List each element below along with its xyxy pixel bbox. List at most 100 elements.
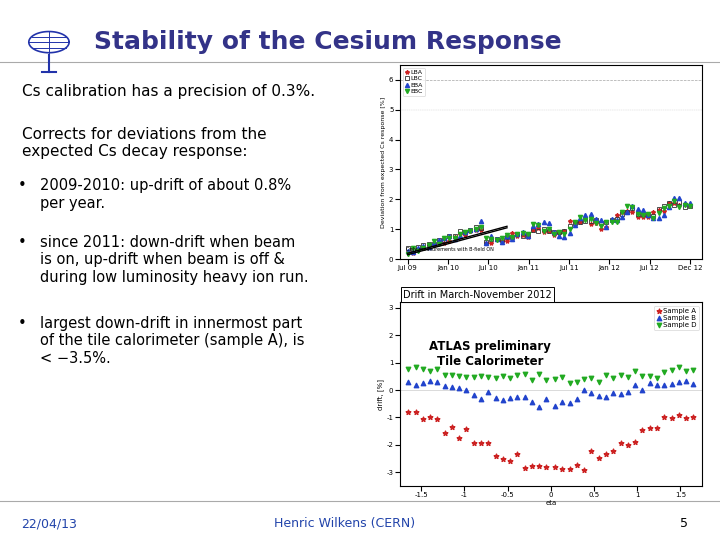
Sample D xyxy=(446,371,458,380)
Text: Stability of the Cesium Response: Stability of the Cesium Response xyxy=(94,30,561,53)
Sample A xyxy=(526,461,538,470)
Sample D xyxy=(534,369,545,378)
Text: Henric Wilkens (CERN): Henric Wilkens (CERN) xyxy=(274,517,415,530)
Sample B xyxy=(454,384,465,393)
Sample A xyxy=(629,438,641,447)
Sample D xyxy=(608,373,619,382)
LBC xyxy=(477,225,485,231)
EBA xyxy=(477,218,485,224)
Sample D xyxy=(454,372,465,381)
Sample B xyxy=(512,393,523,402)
Sample A xyxy=(461,425,472,434)
Sample D xyxy=(593,378,605,387)
Sample B xyxy=(431,377,443,386)
Sample B xyxy=(468,391,480,400)
Sample D xyxy=(519,370,531,379)
Sample A xyxy=(439,428,451,437)
EBA xyxy=(408,248,417,255)
Sample B xyxy=(417,379,428,387)
Sample D xyxy=(586,374,598,382)
Sample D xyxy=(680,367,692,376)
LBA xyxy=(461,231,469,238)
Sample B xyxy=(666,379,678,388)
EBA xyxy=(440,234,449,241)
Sample B xyxy=(688,380,699,388)
Sample D xyxy=(666,366,678,374)
LBC xyxy=(461,229,469,235)
Text: Drift in March-November 2012: Drift in March-November 2012 xyxy=(403,289,552,300)
Sample A xyxy=(571,461,582,469)
Sample D xyxy=(644,372,655,380)
Sample A xyxy=(482,438,494,447)
Text: largest down-drift in innermost part
of the tile calorimeter (sample A), is
< −3: largest down-drift in innermost part of … xyxy=(40,316,304,366)
Sample A xyxy=(651,424,662,433)
Sample B xyxy=(446,383,458,391)
Sample A xyxy=(541,463,552,472)
Sample A xyxy=(557,464,568,473)
Sample D xyxy=(622,372,634,381)
Sample D xyxy=(636,372,648,381)
Y-axis label: Deviation from expected Cs response [%]: Deviation from expected Cs response [%] xyxy=(381,96,386,228)
Line: EBC: EBC xyxy=(405,199,692,256)
LBC xyxy=(685,202,694,209)
Sample B xyxy=(629,381,641,389)
Sample B xyxy=(461,386,472,394)
Sample B xyxy=(541,394,552,403)
LBC xyxy=(408,246,417,253)
Sample A xyxy=(549,463,561,471)
EBA xyxy=(675,194,684,201)
Sample D xyxy=(490,374,501,382)
Sample B xyxy=(439,382,451,390)
Text: 2009-2010: up-drift of about 0.8%
per year.: 2009-2010: up-drift of about 0.8% per ye… xyxy=(40,178,291,211)
X-axis label: eta: eta xyxy=(545,500,557,505)
Text: 5: 5 xyxy=(680,517,688,530)
Sample D xyxy=(578,374,590,383)
Legend: LBA, LBC, EBA, EBC: LBA, LBC, EBA, EBC xyxy=(402,68,425,96)
Line: LBC: LBC xyxy=(406,200,692,252)
EBA xyxy=(660,212,668,219)
Sample A xyxy=(534,462,545,471)
Text: Cs calibration has a precision of 0.3%.: Cs calibration has a precision of 0.3%. xyxy=(22,84,315,99)
Sample B xyxy=(424,377,436,386)
Sample D xyxy=(504,374,516,383)
Sample D xyxy=(417,364,428,373)
EBC xyxy=(435,240,444,247)
Sample D xyxy=(541,375,552,384)
Sample D xyxy=(402,365,414,374)
EBC xyxy=(508,233,516,240)
Sample A xyxy=(622,441,634,449)
Sample D xyxy=(431,365,443,374)
Sample B xyxy=(564,399,575,408)
Sample A xyxy=(454,434,465,443)
Text: •: • xyxy=(18,316,27,331)
Sample A xyxy=(475,438,487,447)
LBC xyxy=(660,203,668,210)
Text: ATLAS preliminary
Tile Calorimeter: ATLAS preliminary Tile Calorimeter xyxy=(429,340,552,368)
Sample A xyxy=(424,413,436,421)
Sample B xyxy=(557,397,568,406)
Sample A xyxy=(608,447,619,455)
Sample B xyxy=(586,389,598,398)
Sample D xyxy=(629,367,641,375)
Sample D xyxy=(461,373,472,381)
Sample D xyxy=(424,367,436,376)
Sample B xyxy=(615,389,626,398)
Sample A xyxy=(410,407,421,416)
LBC xyxy=(513,231,522,238)
LBA xyxy=(680,200,689,207)
Sample A xyxy=(680,414,692,422)
Y-axis label: drift, [%]: drift, [%] xyxy=(377,379,384,410)
Sample D xyxy=(688,366,699,374)
LBA xyxy=(685,201,694,208)
Sample D xyxy=(497,372,508,380)
LBC xyxy=(680,204,689,211)
Sample B xyxy=(659,380,670,389)
Sample B xyxy=(644,379,655,387)
Sample A xyxy=(600,449,612,458)
Sample B xyxy=(526,398,538,407)
Sample D xyxy=(439,370,451,379)
LBA xyxy=(665,200,673,206)
Sample D xyxy=(482,372,494,381)
Sample B xyxy=(497,395,508,404)
EBA xyxy=(403,248,412,254)
